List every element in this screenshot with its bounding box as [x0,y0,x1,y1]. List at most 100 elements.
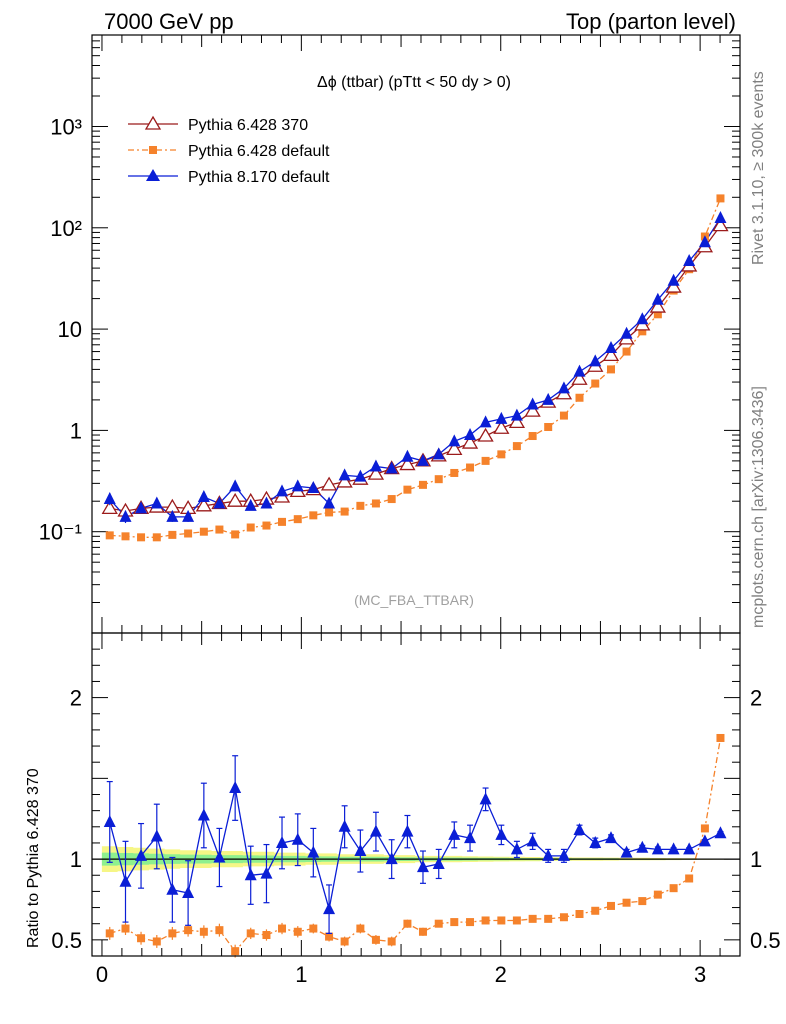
ratio-y-tick-label-right: 2 [750,686,762,711]
point-p6-default [387,495,396,504]
point-p6-370 [399,456,416,471]
point-p6-default [168,530,177,539]
ratio-point-p8 [119,874,132,887]
ratio-point-p8 [667,842,680,855]
ratio-point-p6-default [231,947,240,956]
ratio-point-p8 [103,814,116,827]
ratio-point-p8 [604,831,617,844]
legend-square-icon [149,146,157,154]
point-p8 [651,292,664,305]
main-y-tick-label: 10 [58,317,82,342]
ratio-point-p8 [416,860,429,873]
ratio-point-p8 [213,850,226,863]
point-p6-default [512,442,521,451]
x-tick-label: 2 [495,962,507,987]
point-p6-default [121,532,130,541]
ratio-point-p6-default [387,937,396,946]
point-p6-370 [712,217,729,232]
ratio-point-p6-default [168,929,177,938]
point-p8 [307,480,320,493]
point-p8 [432,447,445,460]
rivet-label: Rivet 3.1.10, ≥ 300k events [750,71,767,265]
point-p8 [401,449,414,462]
point-p6-370 [477,427,494,442]
line-p6-370 [109,225,722,512]
point-p8 [557,381,570,394]
point-p6-default [309,511,318,520]
line-p8 [109,217,722,518]
point-p8 [479,415,492,428]
ratio-y-axis-label: Ratio to Pythia 6.428 370 [25,768,42,948]
legend-filled-triangle-icon [146,169,160,181]
point-p6-default [371,499,380,508]
point-p8 [135,501,148,514]
point-p6-default [278,517,287,526]
ratio-point-p8 [573,823,586,836]
ratio-point-p8 [260,866,273,879]
point-p6-default [622,347,631,356]
point-p6-default [606,365,615,374]
point-p6-default [184,529,193,538]
point-p8 [698,235,711,248]
ratio-point-p8 [589,835,602,848]
ratio-point-p8 [338,819,351,832]
ratio-point-p8 [495,827,508,840]
point-p6-370 [508,414,526,429]
legend-open-triangle-icon [144,115,162,130]
point-p6-default [356,501,365,510]
point-p8 [416,453,429,466]
main-y-tick-labels: 10⁻¹ 1 10 10² 10³ [39,114,82,544]
point-p8 [323,496,336,509]
point-p6-370 [524,402,541,417]
ratio-bands [92,846,740,872]
legend: Pythia 6.428 370 Pythia 6.428 default Py… [128,115,330,186]
point-p6-default [246,523,255,532]
point-p6-default [497,450,506,459]
ratio-point-p6-default [371,935,380,944]
ratio-point-p6-default [466,918,475,927]
point-p8 [213,496,226,509]
point-p6-370 [320,476,338,491]
ratio-line-p8 [109,787,721,910]
point-p8 [150,496,163,509]
main-plot: Δϕ (ttbar) (pTtt < 50 dy > 0) (MC_FBA_TT… [39,34,741,634]
ratio-point-p8 [448,827,461,840]
x-tick-label: 0 [96,962,108,987]
ratio-point-p8 [354,844,367,857]
point-p6-default [231,530,240,539]
ratio-point-p8 [542,848,555,861]
ratio-point-p6-default [528,914,537,923]
ratio-point-p6-default [403,919,412,928]
ratio-point-p6-default [606,901,615,910]
point-p6-default [152,533,161,542]
ratio-point-p8 [620,845,633,858]
point-p8 [589,354,602,367]
ratio-plot: 0.5 0.5 1 1 2 2 0 1 2 3 Ratio to Pythia 6.428 37… [25,632,781,987]
ratio-y-tick-label-left: 0.5 [51,928,82,953]
point-p6-370 [602,347,620,362]
point-p6-default [215,525,224,534]
ratio-point-p6-default [497,916,506,925]
line-p6-default [109,198,722,538]
point-p8 [667,273,680,286]
ratio-point-p8 [291,832,304,845]
ratio-point-p6-default [653,890,662,899]
ratio-point-p6-default [591,906,600,915]
point-p6-default [466,463,475,472]
ratio-point-p6-default [434,919,443,928]
point-p8 [103,492,116,505]
main-ticks [92,34,740,634]
ratio-point-p8 [432,856,445,869]
main-y-tick-label: 10⁻¹ [39,520,82,545]
point-p8 [229,479,242,492]
ratio-point-p8 [714,826,727,839]
point-p8 [510,408,523,421]
legend-label-p6-370: Pythia 6.428 370 [188,117,308,134]
ratio-point-p8 [166,882,179,895]
point-p8 [495,411,508,424]
ratio-point-p6-default [199,927,208,936]
ratio-line-p6-default [109,737,722,953]
ratio-point-p8 [683,842,696,855]
ratio-point-p8 [636,840,649,853]
